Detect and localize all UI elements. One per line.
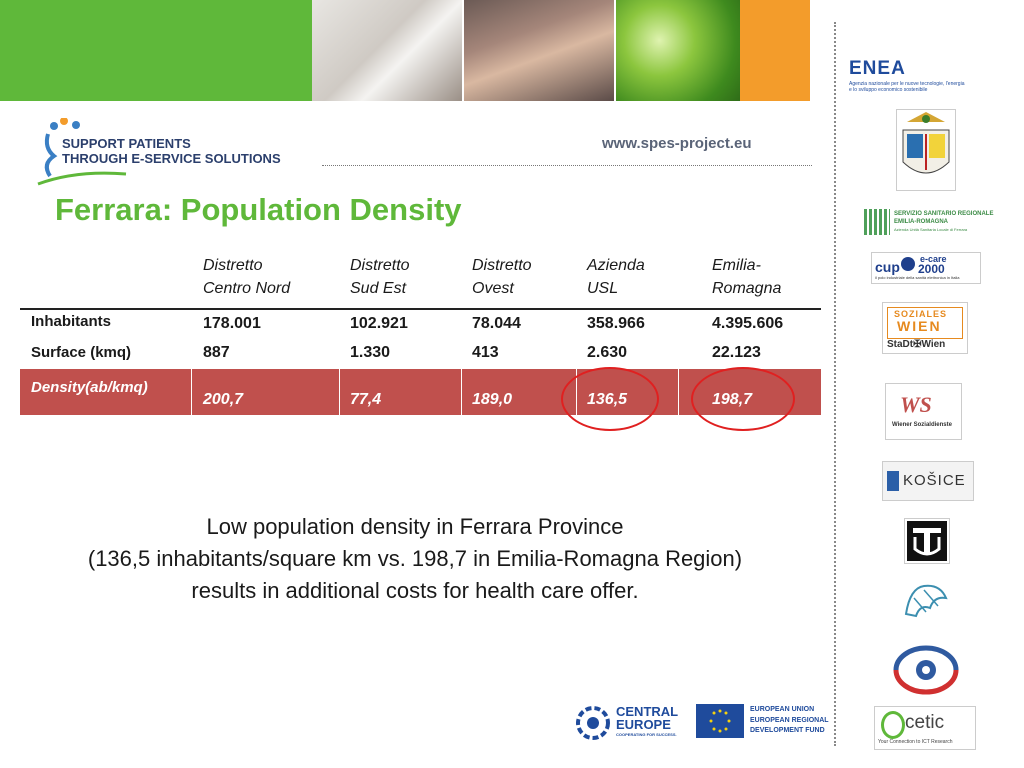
partner-logo-cetic: cetic Your Connection to ICT Research (874, 706, 976, 750)
spes-logo-text: SUPPORT PATIENTS THROUGH E-SERVICE SOLUT… (62, 136, 281, 166)
partner-logo-fonds-soziales-wien: SOZIALES WIEN StaDt✠Wien (882, 302, 968, 354)
enea-desc-2: e lo sviluppo economico sostenibile (849, 87, 928, 93)
ferrara-province-crest-icon (896, 109, 956, 191)
technical-university-logo-icon (904, 518, 950, 564)
partner-logo-wiener-sozialdienste: WS Wiener Sozialdienste (885, 383, 962, 440)
slide-title: Ferrara: Population Density (55, 192, 462, 227)
logo-line-2: THROUGH E-SERVICE SOLUTIONS (62, 151, 281, 166)
spes-logo-icon (37, 118, 127, 186)
eu-line-2: EUROPEAN REGIONAL (750, 717, 829, 724)
header-divider (322, 165, 812, 166)
column-header-3: Distretto Ovest (472, 254, 532, 300)
table-cell: 358.966 (587, 315, 645, 332)
central-europe-star-icon (576, 706, 610, 740)
banner-green-block (0, 0, 312, 101)
enea-name: ENEA (849, 58, 906, 79)
website-link[interactable]: www.spes-project.eu (602, 135, 752, 152)
fsw-mid: WIEN (897, 318, 942, 334)
ecare-desc: il polo industriale della sanità elettro… (875, 275, 960, 280)
central-europe-line-1: CENTRAL (616, 704, 679, 719)
column-header-5-line2: Romagna (712, 280, 782, 297)
row-label-surface: Surface (kmq) (31, 344, 132, 361)
table-cell: 189,0 (472, 391, 513, 408)
caption-line-1: Low population density in Ferrara Provin… (206, 514, 624, 539)
ecare-globe-icon (901, 257, 915, 271)
cetic-desc: Your Connection to ICT Research (878, 739, 953, 745)
density-row-background (20, 369, 821, 415)
banner-photo-doctor-laptop (312, 0, 462, 101)
cell-divider (678, 369, 679, 415)
cell-divider (191, 369, 192, 415)
partner-logo-eu-erdf: EUROPEAN UNION EUROPEAN REGIONAL DEVELOP… (696, 704, 829, 738)
ws-logo: WS (900, 392, 932, 417)
cell-divider (461, 369, 462, 415)
table-cell: 22.123 (712, 344, 761, 361)
ws-desc: Wiener Sozialdienste (892, 422, 952, 428)
partner-logo-ssr-emilia-romagna: SERVIZIO SANITARIO REGIONALE EMILIA-ROMA… (864, 207, 994, 237)
ecare-e: e-care (920, 254, 947, 264)
column-header-1-line2: Centro Nord (203, 280, 291, 297)
fsw-bot: StaDt✠Wien (887, 339, 946, 350)
eu-line-1: EUROPEAN UNION (750, 706, 815, 713)
ssr-grid-icon (864, 209, 890, 235)
table-cell: 200,7 (203, 391, 244, 408)
column-header-3-line2: Ovest (472, 280, 514, 297)
central-europe-line-3: COOPERATING FOR SUCCESS. (616, 732, 677, 737)
table-cell: 2.630 (587, 344, 628, 361)
eu-flag-icon (696, 704, 744, 738)
column-header-5: Emilia- Romagna (712, 254, 781, 300)
partner-logo-enea: ENEA Agenzia nazionale per le nuove tecn… (847, 58, 1004, 94)
row-label-inhabitants: Inhabitants (31, 313, 112, 330)
cell-divider (339, 369, 340, 415)
kosice-shield-icon (887, 471, 899, 491)
ssr-line-2: EMILIA-ROMAGNA (894, 219, 948, 225)
column-header-1-line1: Distretto (203, 257, 263, 274)
kosice-name: KOŠICE (903, 472, 966, 489)
column-header-4-line2: USL (587, 280, 619, 297)
column-header-2-line2: Sud Est (350, 280, 407, 297)
table-cell: 77,4 (350, 391, 382, 408)
central-europe-line-2: EUROPE (616, 717, 671, 732)
ecare-cup: cup (875, 259, 900, 275)
caption-line-2: (136,5 inhabitants/square km vs. 198,7 i… (87, 546, 743, 571)
ssr-line-1: SERVIZIO SANITARIO REGIONALE (894, 211, 994, 217)
column-header-5-line1: Emilia- (712, 257, 761, 274)
enea-desc-1: Agenzia nazionale per le nuove tecnologi… (849, 81, 965, 87)
partner-logo-kosice: KOŠICE (882, 461, 974, 501)
header-rule (20, 308, 821, 310)
banner-photo-hands (464, 0, 614, 101)
sidebar-divider (834, 22, 836, 746)
cetic-c-icon (881, 711, 905, 739)
caption-text: Low population density in Ferrara Provin… (20, 511, 810, 607)
ecare-year: 2000 (918, 262, 945, 276)
table-cell: 102.921 (350, 315, 408, 332)
highlight-circle-azienda (561, 367, 659, 431)
column-header-2-line1: Distretto (350, 257, 410, 274)
column-header-3-line1: Distretto (472, 257, 532, 274)
cetic-name: cetic (905, 712, 945, 733)
eu-line-3: DEVELOPMENT FUND (750, 727, 825, 734)
table-cell: 4.395.606 (712, 315, 784, 332)
fsw-top: SOZIALES (894, 309, 948, 319)
column-header-4: Azienda USL (587, 254, 645, 300)
table-cell: 1.330 (350, 344, 391, 361)
column-header-2: Distretto Sud Est (350, 254, 410, 300)
row-label-density: Density(ab/kmq) (31, 379, 148, 396)
table-cell: 413 (472, 344, 499, 361)
column-header-1: Distretto Centro Nord (203, 254, 290, 300)
column-header-4-line1: Azienda (587, 257, 645, 274)
logo-line-1: SUPPORT PATIENTS (62, 136, 191, 151)
table-cell: 78.044 (472, 315, 521, 332)
fsw-frame (887, 307, 963, 339)
partner-logo-ecare: cup e-care 2000 il polo industriale dell… (871, 252, 981, 284)
banner-orange-block (740, 0, 810, 101)
ssr-line-3: Azienda Unità Sanitaria Locale di Ferrar… (894, 227, 968, 232)
table-cell: 178.001 (203, 315, 261, 332)
table-cell: 887 (203, 344, 230, 361)
highlight-circle-emilia (691, 367, 795, 431)
university-figure-logo-icon (900, 578, 952, 622)
caption-line-3: results in additional costs for health c… (191, 578, 639, 603)
banner-photo-leaves (616, 0, 740, 101)
proges-logo-icon (888, 643, 964, 697)
